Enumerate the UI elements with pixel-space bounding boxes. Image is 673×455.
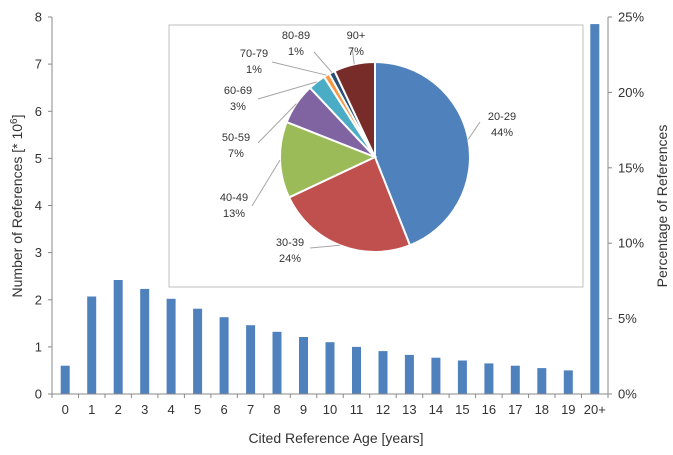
bar-7: [246, 325, 256, 394]
pie-label: 90+: [347, 30, 366, 42]
x-tick-label: 3: [141, 402, 148, 417]
y-tick-label: 4: [35, 198, 42, 213]
x-tick-label: 16: [482, 402, 496, 417]
pie-percent-label: 44%: [491, 127, 513, 139]
pie-slice-20-29: [374, 60, 471, 247]
x-tick-label: 17: [508, 402, 522, 417]
pie-chart: 20-29 44% 30-39 24% 40-49 13% 50-59 7% 60-69 3% 70…: [220, 30, 516, 265]
pie-leader-line: [467, 121, 481, 140]
bar-chart-axes: 0 1 2 3 4 5 6 7 8 9 10 11 12 13 14 15 16 17 18 19 20+0123456…: [35, 10, 645, 418]
pie-label: 20-29: [488, 111, 516, 123]
pie-percent-label: 13%: [223, 208, 245, 220]
bar-19: [563, 370, 573, 394]
bar-18: [537, 368, 547, 394]
pie-label: 30-39: [276, 237, 304, 249]
y2-tick-label: 10%: [618, 236, 644, 251]
y2-tick-label: 25%: [618, 10, 644, 25]
y-tick-label: 8: [35, 10, 42, 25]
pie-percent-label: 1%: [246, 64, 262, 76]
pie-percent-label: 7%: [228, 148, 244, 160]
bar-20+: [590, 24, 600, 394]
pie-leader-line: [351, 46, 355, 65]
y-tick-label: 7: [35, 57, 42, 72]
x-tick-label: 1: [88, 402, 95, 417]
bar-17: [510, 365, 520, 394]
x-tick-label: 15: [455, 402, 469, 417]
bar-6: [219, 317, 229, 394]
pie-label: 50-59: [222, 132, 250, 144]
x-tick-label: 0: [62, 402, 69, 417]
y-tick-label: 1: [35, 339, 42, 354]
bar-4: [166, 298, 176, 394]
bar-13: [404, 354, 414, 394]
y-tick-label: 2: [35, 292, 42, 307]
x-tick-label: 12: [376, 402, 390, 417]
secondary-y-axis-title: Percentage of References: [654, 125, 670, 288]
x-tick-label: 10: [323, 402, 337, 417]
y-axis-title-main: Number of References [* 10: [9, 124, 25, 298]
pie-percent-label: 7%: [348, 46, 364, 58]
x-tick-label: 9: [300, 402, 307, 417]
y-axis-title: Number of References [* 106]: [9, 115, 25, 298]
bar-8: [272, 331, 282, 394]
x-tick-label: 13: [402, 402, 416, 417]
bar-1: [87, 296, 97, 394]
x-tick-label: 7: [247, 402, 254, 417]
bar-0: [60, 365, 70, 394]
bar-9: [299, 337, 308, 394]
x-tick-label: 18: [535, 402, 549, 417]
pie-percent-label: 1%: [288, 46, 304, 58]
y-axis-title-exponent: 6: [9, 118, 20, 124]
x-tick-label: 8: [273, 402, 280, 417]
y2-tick-label: 15%: [618, 160, 644, 175]
x-tick-label: 5: [194, 402, 201, 417]
y-tick-label: 0: [35, 387, 42, 402]
pie-percent-label: 3%: [230, 101, 246, 113]
bar-12: [378, 351, 388, 394]
pie-leader-line: [309, 244, 341, 249]
bar-5: [193, 308, 203, 394]
bar-2: [113, 280, 123, 394]
pie-percent-label: 24%: [279, 253, 301, 265]
x-axis-title: Cited Reference Age [years]: [248, 430, 423, 446]
bar-10: [325, 342, 335, 394]
bar-15: [457, 360, 467, 394]
x-tick-label: 4: [167, 402, 174, 417]
pie-slice-40-49: [279, 120, 378, 199]
x-tick-label: 6: [220, 402, 227, 417]
y-tick-label: 5: [35, 151, 42, 166]
pie-leader-line: [313, 51, 333, 73]
pie-leader-line: [257, 81, 317, 100]
y2-tick-label: 0%: [618, 387, 637, 402]
y2-tick-label: 20%: [618, 85, 644, 100]
pie-leader-line: [271, 61, 327, 76]
pie-slice-30-39: [287, 155, 412, 253]
x-tick-label: 19: [561, 402, 575, 417]
bar-chart: [60, 24, 600, 394]
bar-16: [484, 363, 494, 394]
x-tick-label: 11: [350, 402, 364, 417]
pie-label: 40-49: [220, 192, 248, 204]
y-tick-label: 3: [35, 245, 42, 260]
pie-label: 80-89: [282, 30, 310, 42]
x-tick-label: 14: [429, 402, 443, 417]
x-tick-label: 20+: [584, 402, 606, 417]
bar-14: [431, 357, 441, 394]
y-axis-title-close: ]: [9, 115, 25, 119]
pie-label: 70-79: [240, 48, 268, 60]
pie-label: 60-69: [224, 85, 252, 97]
pie-leader-line: [257, 103, 297, 144]
x-tick-label: 2: [115, 402, 122, 417]
bar-3: [140, 288, 150, 394]
bar-11: [352, 346, 361, 394]
y-tick-label: 6: [35, 104, 42, 119]
y2-tick-label: 5%: [618, 311, 637, 326]
pie-leader-line: [251, 159, 281, 207]
